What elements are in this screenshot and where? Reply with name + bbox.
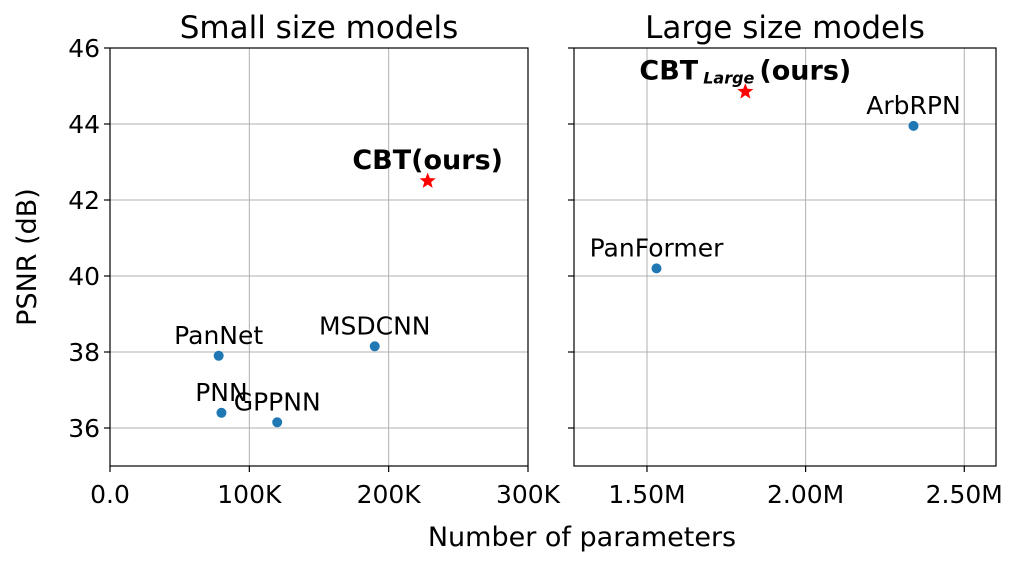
large-models-panel: PanFormer ArbRPN CBT Large (ours) 1.50M 2.00M… xyxy=(568,10,1003,509)
x-tick-label: 100K xyxy=(217,480,282,509)
point-label: PanNet xyxy=(174,321,263,350)
point-label: CBT(ours) xyxy=(352,145,503,176)
y-tick-label: 42 xyxy=(68,186,100,215)
y-tick-label: 40 xyxy=(68,262,100,291)
data-point xyxy=(369,341,380,352)
data-point xyxy=(908,120,919,131)
point-label: MSDCNN xyxy=(319,311,431,340)
x-tick-label: 200K xyxy=(357,480,422,509)
x-tick-label: 2.00M xyxy=(767,480,844,509)
x-tick-label: 300K xyxy=(496,480,561,509)
y-tick-label: 36 xyxy=(68,414,100,443)
data-point xyxy=(651,263,662,274)
point-label: ArbRPN xyxy=(866,91,960,120)
x-tick-label: 1.50M xyxy=(608,480,685,509)
y-tick-label: 46 xyxy=(68,34,100,63)
data-point xyxy=(213,350,224,361)
data-point-star xyxy=(737,83,754,99)
panel-title: Large size models xyxy=(645,10,925,46)
y-axis-label: PSNR (dB) xyxy=(12,188,43,326)
point-label: GPPNN xyxy=(234,387,321,416)
panel-title: Small size models xyxy=(180,10,459,46)
data-point xyxy=(272,417,283,428)
x-tick-label: 2.50M xyxy=(926,480,1003,509)
plot-area-frame xyxy=(109,47,529,467)
point-label: PanFormer xyxy=(590,233,724,262)
data-point xyxy=(216,407,227,418)
x-tick-label: 0.0 xyxy=(90,480,130,509)
x-axis-label: Number of parameters xyxy=(428,522,736,553)
plot-area-frame xyxy=(573,47,997,467)
point-label: PNN xyxy=(195,378,247,407)
y-tick-label: 44 xyxy=(68,110,100,139)
point-label: CBT Large (ours) xyxy=(639,56,851,88)
data-point-star xyxy=(419,172,436,188)
y-tick-label: 38 xyxy=(68,338,100,367)
